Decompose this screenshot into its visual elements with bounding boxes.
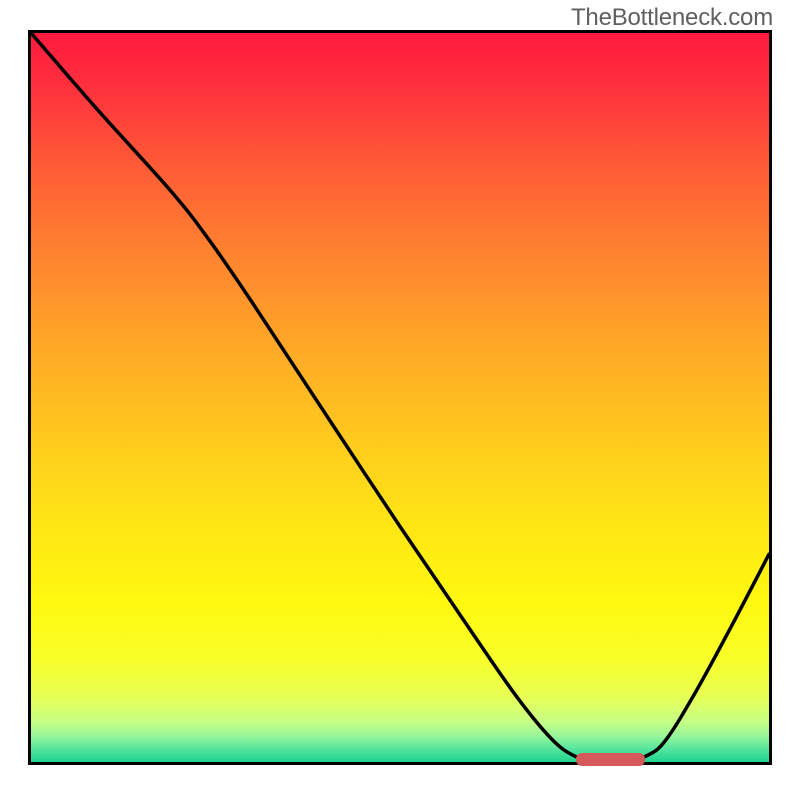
chart-root: TheBottleneck.com <box>0 0 800 800</box>
curve-path <box>31 33 769 760</box>
watermark-text: TheBottleneck.com <box>571 4 773 32</box>
bottleneck-curve <box>0 0 800 800</box>
optimal-range-marker <box>576 753 645 766</box>
